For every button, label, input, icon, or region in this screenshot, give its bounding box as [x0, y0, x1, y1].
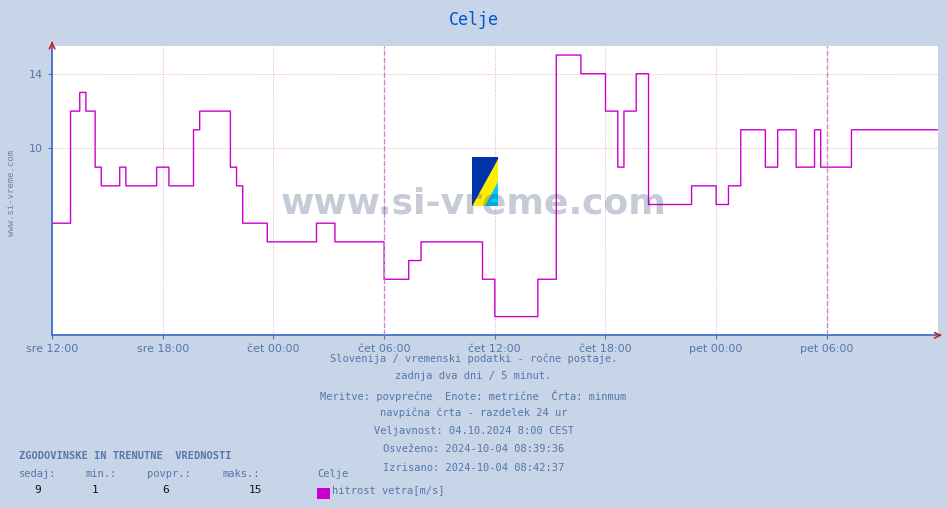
Text: min.:: min.:: [85, 468, 116, 479]
Text: 1: 1: [91, 485, 98, 495]
Text: maks.:: maks.:: [223, 468, 260, 479]
Text: sedaj:: sedaj:: [19, 468, 57, 479]
Polygon shape: [485, 182, 498, 206]
Text: 15: 15: [249, 485, 262, 495]
Text: www.si-vreme.com: www.si-vreme.com: [7, 150, 16, 236]
Text: zadnja dva dni / 5 minut.: zadnja dva dni / 5 minut.: [396, 371, 551, 382]
Polygon shape: [472, 157, 498, 206]
Text: Slovenija / vremenski podatki - ročne postaje.: Slovenija / vremenski podatki - ročne po…: [330, 353, 617, 364]
Text: navpična črta - razdelek 24 ur: navpična črta - razdelek 24 ur: [380, 408, 567, 419]
Text: www.si-vreme.com: www.si-vreme.com: [280, 186, 667, 220]
Text: 6: 6: [162, 485, 170, 495]
Text: Osveženo: 2024-10-04 08:39:36: Osveženo: 2024-10-04 08:39:36: [383, 444, 564, 455]
Text: hitrost vetra[m/s]: hitrost vetra[m/s]: [332, 485, 445, 495]
Text: ZGODOVINSKE IN TRENUTNE  VREDNOSTI: ZGODOVINSKE IN TRENUTNE VREDNOSTI: [19, 451, 231, 461]
Text: Izrisano: 2024-10-04 08:42:37: Izrisano: 2024-10-04 08:42:37: [383, 463, 564, 473]
Text: Meritve: povprečne  Enote: metrične  Črta: minmum: Meritve: povprečne Enote: metrične Črta:…: [320, 390, 627, 402]
Polygon shape: [472, 157, 498, 206]
Text: povpr.:: povpr.:: [147, 468, 190, 479]
Text: Veljavnost: 04.10.2024 8:00 CEST: Veljavnost: 04.10.2024 8:00 CEST: [373, 426, 574, 436]
Text: Celje: Celje: [317, 468, 348, 479]
Text: Celje: Celje: [449, 11, 498, 29]
Text: 9: 9: [34, 485, 42, 495]
